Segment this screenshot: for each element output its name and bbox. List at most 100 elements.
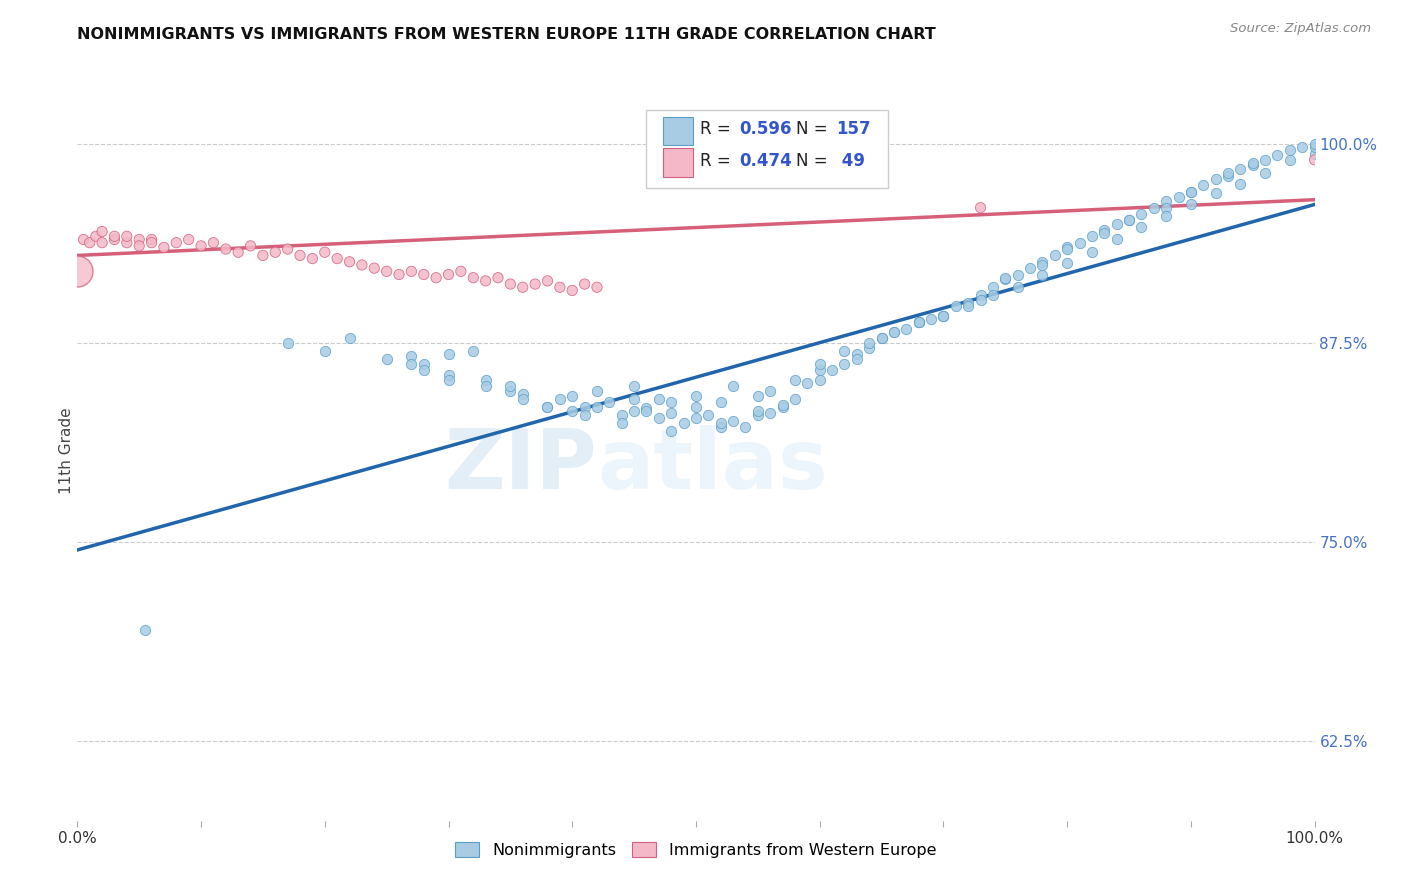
Point (339, 254, 361, 268)
Point (1205, 172, 1227, 186)
Point (66, 264, 89, 278)
Point (783, 373, 806, 387)
Point (883, 325, 905, 339)
Point (1154, 209, 1177, 223)
Point (226, 245, 249, 260)
Point (412, 357, 434, 371)
Point (128, 239, 150, 253)
Point (499, 384, 522, 398)
Point (772, 400, 794, 414)
Point (1118, 213, 1140, 227)
Point (115, 235, 138, 250)
Point (685, 388, 707, 402)
Point (710, 416, 733, 430)
Point (84, 229, 107, 244)
Point (907, 315, 929, 329)
Point (821, 363, 844, 377)
Point (165, 235, 187, 250)
Point (586, 280, 609, 294)
Point (659, 406, 682, 420)
Point (710, 420, 733, 434)
Point (574, 400, 596, 414)
Point (401, 264, 423, 278)
Point (858, 341, 880, 355)
Point (969, 293, 991, 307)
Text: 49: 49 (835, 152, 865, 170)
Point (834, 343, 856, 358)
Point (896, 321, 918, 335)
Point (1118, 213, 1140, 227)
Point (536, 400, 558, 414)
Legend: Nonimmigrants, Immigrants from Western Europe: Nonimmigrants, Immigrants from Western E… (449, 836, 943, 864)
Point (1303, 136, 1326, 151)
Point (932, 309, 955, 323)
Point (91, 235, 114, 250)
Point (759, 384, 782, 398)
Point (783, 392, 806, 406)
Point (710, 395, 733, 409)
Point (499, 277, 522, 291)
Point (747, 404, 769, 418)
Point (91, 225, 114, 239)
Point (437, 373, 460, 387)
Y-axis label: 11th Grade: 11th Grade (59, 407, 73, 494)
Point (1056, 256, 1078, 270)
Point (1180, 185, 1202, 199)
Text: R =: R = (700, 120, 735, 138)
Point (561, 388, 583, 402)
Point (548, 280, 571, 294)
Point (1278, 153, 1301, 167)
Point (1267, 148, 1289, 162)
Point (363, 261, 385, 276)
Point (277, 242, 299, 256)
Point (412, 268, 434, 282)
Point (1007, 280, 1029, 294)
Point (277, 336, 299, 351)
Point (314, 245, 336, 260)
Point (932, 309, 955, 323)
Point (486, 270, 509, 285)
Point (375, 264, 398, 278)
Point (239, 239, 262, 253)
Point (981, 280, 1004, 294)
Point (1278, 144, 1301, 158)
Point (648, 392, 671, 406)
Point (870, 331, 893, 345)
Point (969, 288, 991, 302)
Point (1216, 169, 1239, 183)
Point (574, 277, 596, 291)
Point (636, 404, 658, 418)
FancyBboxPatch shape (647, 110, 887, 187)
Point (437, 347, 460, 361)
Point (1180, 197, 1202, 211)
Text: N =: N = (796, 152, 834, 170)
Point (1154, 194, 1177, 209)
Point (1154, 201, 1177, 215)
Point (858, 336, 880, 351)
Point (1254, 153, 1277, 167)
Point (72, 232, 94, 246)
Point (747, 388, 769, 402)
Point (1031, 254, 1053, 268)
Point (772, 398, 794, 412)
Point (288, 248, 311, 262)
Point (134, 623, 156, 637)
Point (623, 392, 645, 406)
Point (1105, 232, 1128, 246)
Point (1056, 240, 1078, 254)
Point (1303, 140, 1326, 154)
Point (636, 401, 658, 416)
Point (623, 404, 645, 418)
Point (561, 284, 583, 298)
Point (610, 416, 633, 430)
Point (339, 331, 361, 345)
Point (808, 357, 831, 371)
Bar (662, 117, 693, 145)
Point (79, 235, 101, 250)
Point (1031, 268, 1053, 282)
Point (474, 379, 496, 393)
Point (115, 229, 138, 244)
Point (1056, 242, 1078, 256)
Point (561, 404, 583, 418)
Text: 0.474: 0.474 (740, 152, 792, 170)
